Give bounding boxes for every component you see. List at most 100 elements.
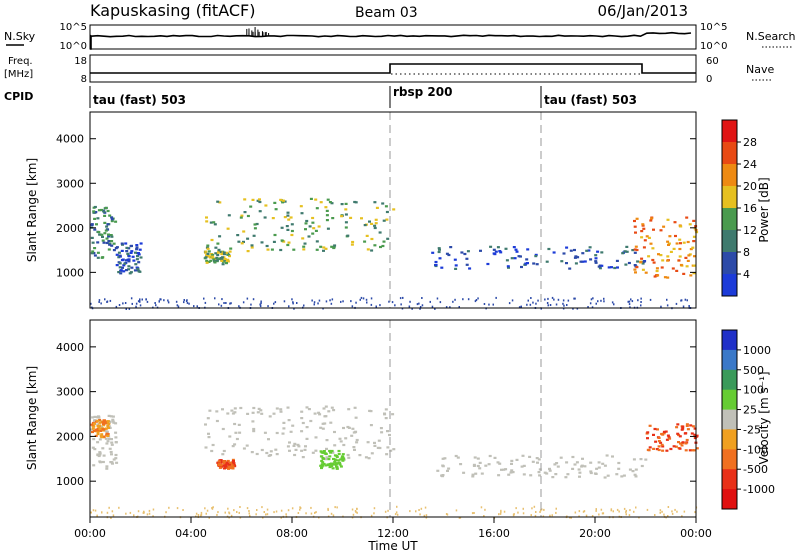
data-cell <box>94 509 97 512</box>
data-cell <box>127 260 131 263</box>
data-cell <box>212 258 216 261</box>
data-cell <box>441 457 445 460</box>
data-cell <box>520 305 522 308</box>
data-cell <box>668 437 672 440</box>
data-cell <box>377 439 381 442</box>
data-cell <box>543 508 545 511</box>
data-cell <box>260 300 262 303</box>
data-cell <box>395 511 398 514</box>
data-cell <box>693 433 697 436</box>
power-panel: 1000 2000 3000 4000 Slant Range [km] <box>25 111 699 310</box>
data-cell <box>511 471 515 474</box>
power-ylabel: Slant Range [km] <box>25 158 39 262</box>
data-cell <box>139 242 143 245</box>
data-cell <box>137 270 141 273</box>
data-cell <box>233 509 235 512</box>
data-cell <box>577 468 581 471</box>
data-cell <box>110 438 113 441</box>
data-cell <box>585 249 589 252</box>
data-cell <box>454 454 458 458</box>
data-cell <box>352 446 356 449</box>
data-cell <box>370 514 373 517</box>
data-cell <box>103 214 107 217</box>
data-cell <box>322 407 326 410</box>
data-cell <box>613 303 615 306</box>
data-cell <box>379 427 383 430</box>
y-tick-label: 1000 <box>56 266 84 279</box>
data-cell <box>340 215 344 218</box>
data-cell <box>440 266 444 269</box>
data-cell <box>684 298 687 301</box>
data-cell <box>163 299 165 302</box>
data-cell <box>674 508 676 511</box>
data-cell <box>266 248 270 251</box>
data-cell <box>107 437 111 440</box>
data-cell <box>218 466 222 469</box>
data-region-1 <box>90 418 111 439</box>
data-cell <box>182 509 184 511</box>
data-cell <box>114 220 118 223</box>
data-cell <box>622 474 626 477</box>
data-cell <box>232 460 235 463</box>
data-cell <box>126 252 130 255</box>
data-cell <box>114 436 118 439</box>
data-cell <box>659 254 663 257</box>
data-cell <box>130 250 134 253</box>
data-cell <box>246 507 249 510</box>
data-cell <box>347 408 351 411</box>
data-cell <box>548 469 552 472</box>
data-cell <box>91 427 95 430</box>
data-cell <box>258 200 262 204</box>
data-cell <box>246 412 250 415</box>
noise-left-tick-top: 10^5 <box>60 22 87 33</box>
data-cell <box>402 296 404 299</box>
data-cell <box>524 262 528 265</box>
data-cell <box>535 511 537 513</box>
data-cell <box>216 461 220 464</box>
data-cell <box>305 406 309 409</box>
data-cell <box>101 460 105 464</box>
data-cell <box>583 260 587 263</box>
data-cell <box>227 467 230 470</box>
data-cell <box>613 266 617 270</box>
data-cell <box>311 216 315 220</box>
data-cell <box>662 430 666 433</box>
data-cell <box>438 248 441 251</box>
freq-unit-label: [MHz] <box>4 69 33 80</box>
data-cell <box>603 297 605 300</box>
data-cell <box>598 513 600 516</box>
data-cell <box>103 419 106 422</box>
data-cell <box>303 242 307 245</box>
data-cell <box>317 411 321 414</box>
data-cell <box>612 510 614 513</box>
data-cell <box>98 301 100 303</box>
data-cell <box>115 461 119 464</box>
data-cell <box>315 240 319 243</box>
data-cell <box>555 511 557 514</box>
data-cell <box>388 433 391 437</box>
data-cell <box>477 297 479 300</box>
data-cell <box>100 436 104 439</box>
data-cell <box>287 241 291 244</box>
data-cell <box>660 432 664 436</box>
data-cell <box>693 427 697 430</box>
y-tick-label: 3000 <box>56 177 84 190</box>
data-cell <box>463 252 467 256</box>
data-cell <box>367 457 371 460</box>
data-cell <box>292 302 294 305</box>
data-cell <box>216 200 220 203</box>
data-cell <box>522 512 525 515</box>
data-cell <box>98 424 102 427</box>
data-cell <box>679 225 683 228</box>
data-cell <box>572 307 574 310</box>
colorbar-swatch <box>722 409 737 430</box>
data-cell <box>528 455 532 458</box>
data-cell <box>500 509 502 512</box>
data-cell <box>206 509 209 512</box>
data-cell <box>117 271 121 274</box>
data-cell <box>625 250 629 253</box>
data-cell <box>220 253 224 256</box>
data-cell <box>90 428 94 431</box>
data-cell <box>100 302 102 305</box>
